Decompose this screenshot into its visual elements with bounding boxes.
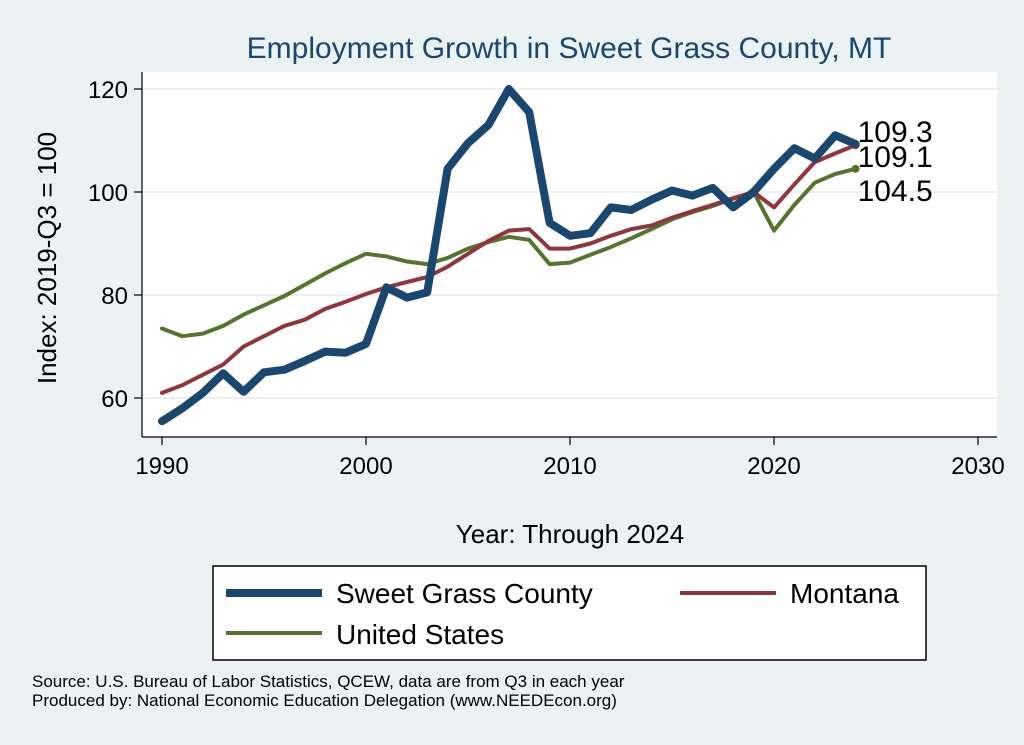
- y-tick-label: 80: [101, 283, 128, 310]
- produced-by-line: Produced by: National Economic Education…: [32, 691, 617, 710]
- plot-area: [142, 72, 997, 437]
- series-line-sweet-grass-county: [158, 85, 860, 426]
- legend: Sweet Grass County Montana United States: [212, 565, 927, 661]
- x-axis-label: Year: Through 2024: [456, 519, 684, 549]
- y-tick-label: 120: [88, 77, 128, 104]
- series-lines: [158, 85, 860, 426]
- y-tick-label: 60: [101, 386, 128, 413]
- y-axis-ticks: 60 80 100 120: [88, 77, 142, 413]
- y-tick-label: 100: [88, 180, 128, 207]
- x-tick-label: 2030: [951, 453, 1004, 480]
- x-tick-label: 2010: [543, 453, 596, 480]
- legend-label-sweet-grass: Sweet Grass County: [336, 578, 593, 609]
- legend-label-united-states: United States: [336, 619, 504, 650]
- y-axis-label: Index: 2019-Q3 = 100: [32, 132, 62, 384]
- source-note: Source: U.S. Bureau of Labor Statistics,…: [32, 672, 624, 710]
- end-marker-united-states: [851, 164, 860, 173]
- end-label-sweet-grass-county: 109.3: [858, 116, 933, 149]
- legend-label-montana: Montana: [790, 578, 899, 609]
- x-axis-ticks: 1990 2000 2010 2020 2030: [135, 437, 1005, 480]
- grid-lines: [142, 88, 997, 399]
- source-line: Source: U.S. Bureau of Labor Statistics,…: [32, 672, 625, 691]
- x-tick-label: 1990: [135, 453, 188, 480]
- chart-title: Employment Growth in Sweet Grass County,…: [247, 32, 892, 65]
- end-label-montana: 109.1: [858, 141, 933, 174]
- x-tick-label: 2000: [339, 453, 392, 480]
- legend-box: [212, 565, 927, 661]
- end-marker-sweet-grass-county: [851, 140, 860, 149]
- end-label-united-states: 104.5: [858, 175, 933, 208]
- x-tick-label: 2020: [747, 453, 800, 480]
- series-line-montana: [160, 143, 858, 395]
